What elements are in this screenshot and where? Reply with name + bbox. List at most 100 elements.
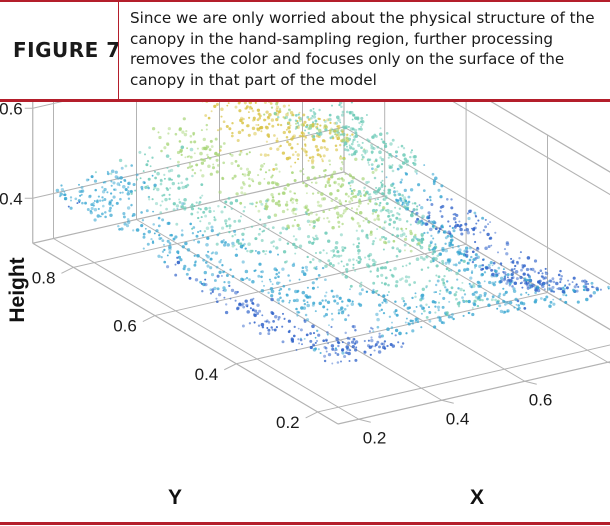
surface-point [227, 280, 231, 284]
surface-point [367, 193, 370, 196]
surface-point [324, 264, 328, 268]
surface-point [352, 258, 355, 261]
surface-point [325, 147, 329, 152]
surface-point [230, 153, 234, 157]
surface-point [559, 281, 562, 284]
surface-point [216, 163, 220, 167]
surface-point [511, 285, 514, 288]
surface-point [152, 223, 155, 226]
surface-point [355, 208, 359, 211]
surface-point [563, 285, 566, 288]
surface-point [395, 227, 400, 231]
surface-point [192, 226, 196, 229]
surface-point [340, 254, 343, 257]
surface-point [183, 198, 187, 202]
surface-point [301, 134, 304, 138]
surface-point [157, 216, 161, 220]
surface-point [434, 305, 437, 308]
surface-point [296, 202, 298, 205]
surface-point [444, 286, 447, 289]
surface-point [257, 123, 260, 127]
surface-point [559, 297, 562, 301]
surface-point [209, 172, 213, 176]
surface-point [337, 262, 340, 265]
surface-point [267, 102, 271, 103]
surface-point [337, 225, 341, 228]
surface-point [463, 229, 466, 232]
surface-point [80, 193, 83, 196]
surface-point [508, 278, 513, 283]
surface-point [562, 286, 565, 289]
surface-point [467, 216, 471, 221]
surface-point [468, 246, 472, 250]
surface-point [208, 156, 212, 160]
surface-point [415, 208, 419, 211]
surface-point [441, 259, 445, 263]
surface-point [414, 169, 418, 173]
surface-point [166, 188, 170, 191]
surface-point [265, 140, 269, 143]
surface-point [367, 202, 370, 205]
surface-point [378, 204, 381, 207]
surface-point [234, 253, 239, 257]
surface-point [225, 224, 229, 228]
surface-point [329, 163, 331, 166]
surface-point [225, 274, 229, 277]
surface-point [175, 204, 180, 208]
surface-point [388, 164, 391, 168]
surface-point [295, 348, 298, 351]
surface-point [539, 269, 543, 273]
surface-point [351, 140, 355, 144]
surface-point [322, 217, 326, 220]
surface-point [239, 242, 243, 246]
surface-point [316, 127, 319, 130]
surface-point [547, 287, 551, 291]
surface-point [144, 185, 148, 189]
surface-point [389, 209, 393, 214]
surface-point [541, 272, 544, 275]
surface-point [483, 280, 486, 283]
surface-point [316, 153, 320, 157]
surface-point [347, 351, 351, 356]
surface-point [519, 293, 523, 296]
surface-point [203, 270, 207, 275]
surface-point [169, 157, 172, 160]
surface-point [559, 269, 562, 273]
back-wall-grid-horizontal [343, 126, 610, 286]
surface-point [351, 325, 355, 328]
x-tick-label: 0.4 [446, 409, 470, 428]
surface-point [279, 144, 282, 148]
surface-point [452, 229, 456, 233]
surface-point [311, 192, 315, 195]
surface-point [302, 113, 306, 117]
surface-point [144, 227, 147, 230]
surface-point [214, 137, 218, 141]
surface-point [370, 338, 374, 343]
surface-point [473, 299, 477, 303]
surface-point [391, 138, 395, 142]
surface-point [413, 281, 417, 284]
surface-point [242, 117, 245, 121]
surface-point [125, 224, 130, 228]
surface-point [500, 264, 503, 267]
surface-point [237, 102, 241, 105]
surface-point [221, 226, 225, 230]
surface-point [157, 224, 161, 228]
surface-point [444, 242, 447, 245]
surface-point [399, 197, 402, 200]
surface-point [275, 326, 278, 329]
surface-point [180, 145, 185, 150]
surface-point [347, 341, 351, 345]
surface-point [343, 246, 347, 250]
surface-point [303, 138, 306, 141]
surface-point [240, 186, 244, 190]
surface-point [242, 305, 246, 309]
surface-point [184, 156, 187, 159]
surface-point [407, 322, 411, 326]
surface-point [311, 286, 315, 290]
surface-point [402, 299, 406, 303]
surface-point [381, 179, 384, 182]
surface-point [377, 293, 380, 297]
surface-point [210, 145, 214, 148]
surface-point [354, 342, 357, 345]
